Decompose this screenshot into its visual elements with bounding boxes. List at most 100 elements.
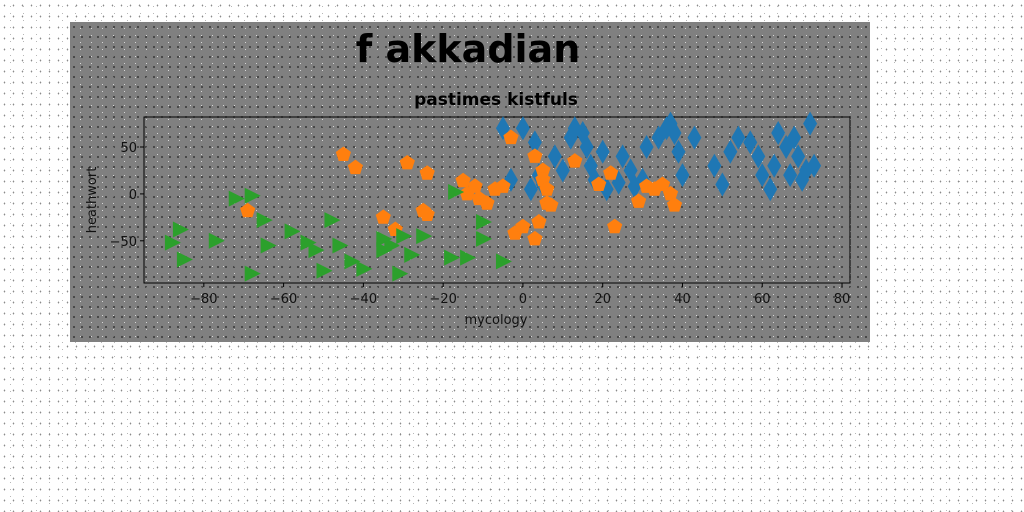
x-tick-label-7: 60: [754, 292, 771, 307]
point-series-0-26: [667, 120, 682, 145]
point-series-2-2: [176, 251, 193, 268]
plot-frame: [143, 116, 851, 284]
point-series-1-4: [455, 172, 471, 188]
point-series-0-37: [763, 177, 778, 202]
x-axis-label: mycology: [465, 313, 528, 328]
point-series-2-0: [172, 221, 189, 238]
point-series-2-25: [460, 249, 477, 266]
point-series-1-30: [662, 185, 679, 201]
x-tick-label-1: −60: [270, 292, 297, 307]
point-series-1-15: [527, 230, 543, 246]
x-tick-label-3: −20: [429, 292, 456, 307]
chart-figure: f akkadian pastimes kistfuls −80 −60 −40 −2…: [70, 22, 870, 342]
point-series-2-23: [444, 249, 461, 266]
point-series-1-19: [539, 181, 555, 196]
point-series-1-17: [535, 162, 551, 177]
point-series-2-24: [448, 184, 465, 201]
x-axis-ticks: −80 −60 −40 −20 0 20 40 60 80: [190, 283, 850, 307]
point-series-0-34: [743, 130, 758, 155]
y-tick-label-1: 0: [129, 188, 137, 203]
point-series-0-18: [615, 144, 630, 169]
point-series-2-6: [256, 212, 273, 229]
point-series-1-22: [567, 153, 583, 168]
point-series-1-26: [631, 193, 647, 208]
point-series-0-4: [527, 130, 542, 155]
point-series-0-12: [579, 135, 594, 160]
x-tick-label-2: −40: [350, 292, 377, 307]
chart-title: pastimes kistfuls: [414, 90, 578, 110]
point-series-1-16: [531, 214, 547, 229]
point-series-2-7: [260, 237, 277, 254]
y-tick-label-2: 50: [120, 141, 137, 156]
point-series-1-24: [603, 165, 619, 180]
figure-title: f akkadian: [356, 27, 581, 71]
point-series-0-1: [515, 116, 530, 141]
point-series-2-5: [244, 187, 261, 204]
point-series-0-8: [555, 158, 570, 183]
point-series-0-3: [523, 177, 538, 202]
point-series-0-10: [567, 116, 582, 141]
point-series-1-32: [375, 209, 391, 224]
point-series-0-38: [767, 153, 782, 178]
point-series-2-19: [392, 265, 409, 282]
point-series-1-3: [419, 165, 435, 180]
point-series-0-7: [547, 144, 562, 169]
point-series-2-15: [356, 260, 373, 277]
point-series-0-42: [787, 125, 802, 150]
point-series-1-25: [607, 218, 623, 234]
point-series-2-18: [384, 237, 401, 254]
point-series-0-31: [715, 172, 730, 197]
point-series-2-11: [316, 262, 333, 279]
x-tick-label-5: 20: [594, 292, 611, 307]
point-series-0-27: [671, 139, 686, 164]
point-series-0-28: [675, 163, 690, 188]
point-series-0-29: [687, 125, 702, 150]
point-series-1-29: [654, 176, 671, 191]
point-series-2-22: [416, 228, 433, 245]
point-series-0-0: [495, 116, 510, 141]
point-series-2-8: [284, 223, 301, 240]
point-series-0-35: [751, 144, 766, 169]
point-series-1-8: [479, 195, 495, 210]
point-series-2-20: [396, 228, 413, 245]
point-series-2-13: [332, 237, 349, 254]
point-series-1-23: [591, 176, 607, 191]
point-series-0-47: [807, 153, 822, 178]
point-series-0-15: [595, 139, 610, 164]
point-series-1-10: [495, 178, 511, 193]
point-series-0-39: [771, 120, 786, 145]
point-series-2-29: [244, 265, 261, 282]
point-series-0-36: [755, 163, 770, 188]
point-series-1-14: [527, 148, 543, 163]
point-series-1-2: [399, 155, 415, 170]
point-series-0-33: [731, 125, 746, 150]
point-series-2-12: [324, 212, 341, 229]
point-series-0-30: [707, 153, 722, 178]
point-series-2-10: [308, 242, 325, 259]
point-series-0-46: [803, 111, 818, 136]
point-series-0-32: [723, 139, 738, 164]
point-series-2-21: [404, 246, 421, 263]
point-series-1-0: [335, 146, 351, 161]
scatter-marks: [164, 111, 822, 282]
point-series-1-21: [543, 197, 559, 212]
point-series-0-11: [575, 120, 590, 145]
point-series-2-27: [476, 230, 493, 247]
point-series-1-6: [467, 178, 483, 193]
x-tick-label-8: 80: [834, 292, 851, 307]
point-series-0-41: [783, 163, 798, 188]
y-axis-label: heathwort: [85, 167, 100, 234]
x-tick-label-6: 40: [674, 292, 691, 307]
point-series-1-36: [240, 202, 256, 218]
point-series-0-40: [779, 135, 794, 160]
point-series-2-26: [476, 214, 493, 231]
point-series-2-3: [208, 232, 225, 249]
x-tick-label-0: −80: [190, 292, 217, 307]
y-tick-label-0: −50: [110, 235, 137, 250]
point-series-0-43: [791, 144, 806, 169]
chart-svg: f akkadian pastimes kistfuls −80 −60 −40 −2…: [85, 27, 851, 328]
point-series-0-22: [639, 135, 654, 160]
x-tick-label-4: 0: [519, 292, 527, 307]
point-series-1-13: [515, 218, 531, 234]
point-series-1-1: [347, 159, 363, 175]
